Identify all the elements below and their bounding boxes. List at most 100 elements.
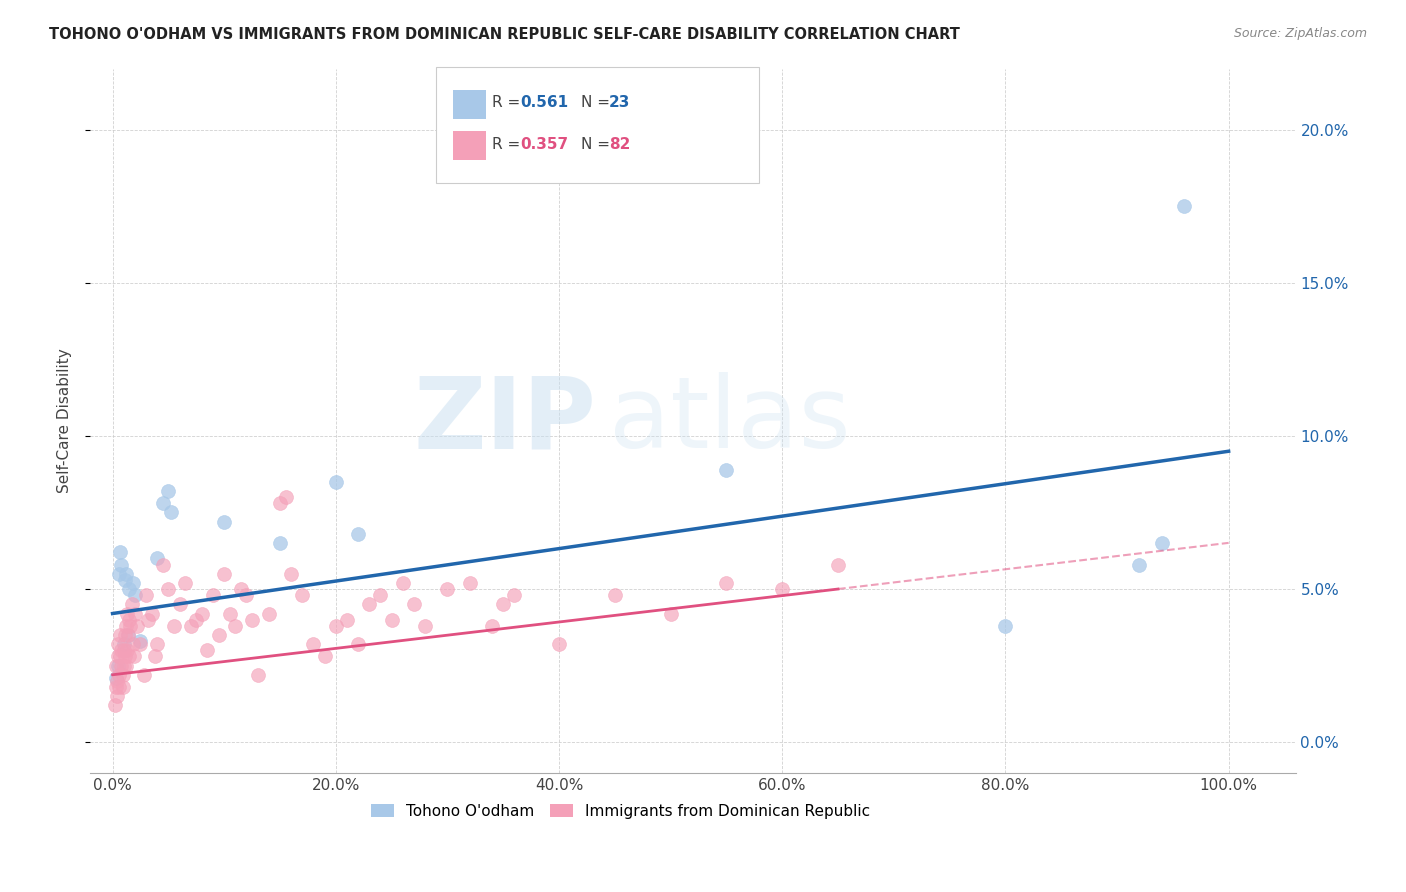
Text: R =: R =	[492, 137, 526, 152]
Y-axis label: Self-Care Disability: Self-Care Disability	[58, 348, 72, 493]
Text: TOHONO O'ODHAM VS IMMIGRANTS FROM DOMINICAN REPUBLIC SELF-CARE DISABILITY CORREL: TOHONO O'ODHAM VS IMMIGRANTS FROM DOMINI…	[49, 27, 960, 42]
Point	[770, 582, 793, 596]
Text: N =: N =	[581, 137, 614, 152]
Point	[107, 637, 129, 651]
Point	[110, 628, 132, 642]
Point	[112, 658, 135, 673]
Point	[274, 490, 297, 504]
Text: ZIP: ZIP	[413, 372, 596, 469]
Point	[229, 582, 252, 596]
Text: atlas: atlas	[609, 372, 851, 469]
Point	[370, 588, 392, 602]
Point	[716, 462, 738, 476]
Point	[118, 649, 141, 664]
Point	[108, 667, 131, 681]
Point	[157, 582, 180, 596]
Point	[121, 598, 143, 612]
Point	[391, 575, 413, 590]
Point	[436, 582, 458, 596]
Point	[115, 658, 138, 673]
Point	[107, 658, 129, 673]
Point	[114, 649, 136, 664]
Point	[224, 619, 246, 633]
Point	[105, 673, 128, 688]
Point	[159, 506, 181, 520]
Point	[1173, 199, 1195, 213]
Point	[114, 573, 136, 587]
Point	[235, 588, 257, 602]
Point	[503, 588, 526, 602]
Point	[157, 484, 180, 499]
Point	[659, 607, 682, 621]
Point	[458, 575, 481, 590]
Point	[135, 588, 157, 602]
Point	[347, 637, 370, 651]
Point	[291, 588, 314, 602]
Point	[115, 619, 138, 633]
Point	[186, 613, 208, 627]
Point	[104, 698, 127, 713]
Point	[136, 613, 159, 627]
Point	[117, 628, 139, 642]
Point	[110, 643, 132, 657]
Point	[112, 637, 135, 651]
Point	[118, 582, 141, 596]
Point	[110, 545, 132, 559]
Point	[111, 680, 134, 694]
Point	[121, 637, 143, 651]
Point	[325, 619, 347, 633]
Point	[481, 619, 503, 633]
Point	[111, 667, 134, 681]
Text: 0.561: 0.561	[520, 95, 568, 110]
Point	[603, 588, 626, 602]
Point	[197, 643, 219, 657]
Text: N =: N =	[581, 95, 614, 110]
Point	[492, 598, 515, 612]
Point	[174, 575, 197, 590]
Point	[180, 619, 202, 633]
Point	[110, 558, 132, 572]
Point	[827, 558, 849, 572]
Point	[120, 619, 142, 633]
Point	[163, 619, 186, 633]
Point	[413, 619, 436, 633]
Point	[280, 566, 302, 581]
Point	[548, 637, 571, 651]
Point	[127, 619, 149, 633]
Point	[115, 566, 138, 581]
Text: 82: 82	[609, 137, 630, 152]
Point	[191, 607, 214, 621]
Point	[212, 566, 235, 581]
Point	[143, 649, 166, 664]
Point	[110, 649, 132, 664]
Text: R =: R =	[492, 95, 526, 110]
Point	[110, 658, 132, 673]
Point	[716, 575, 738, 590]
Point	[246, 667, 269, 681]
Point	[124, 607, 146, 621]
Point	[152, 496, 174, 510]
Legend: Tohono O'odham, Immigrants from Dominican Republic: Tohono O'odham, Immigrants from Dominica…	[366, 797, 876, 825]
Point	[118, 613, 141, 627]
Point	[347, 527, 370, 541]
Point	[146, 551, 169, 566]
Point	[207, 628, 229, 642]
Point	[115, 643, 138, 657]
Point	[104, 671, 127, 685]
Point	[108, 566, 131, 581]
Point	[121, 575, 143, 590]
Point	[108, 680, 131, 694]
Point	[107, 649, 129, 664]
Point	[201, 588, 224, 602]
Point	[114, 628, 136, 642]
Point	[129, 637, 152, 651]
Point	[146, 637, 169, 651]
Point	[115, 607, 138, 621]
Point	[218, 607, 240, 621]
Point	[112, 643, 135, 657]
Point	[1150, 536, 1173, 550]
Point	[402, 598, 425, 612]
Point	[141, 607, 163, 621]
Point	[994, 619, 1017, 633]
Point	[325, 475, 347, 489]
